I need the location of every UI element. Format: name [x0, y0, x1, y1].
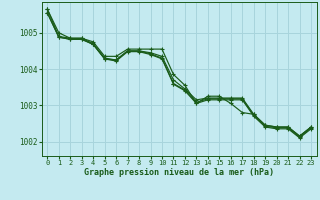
X-axis label: Graphe pression niveau de la mer (hPa): Graphe pression niveau de la mer (hPa) [84, 168, 274, 177]
